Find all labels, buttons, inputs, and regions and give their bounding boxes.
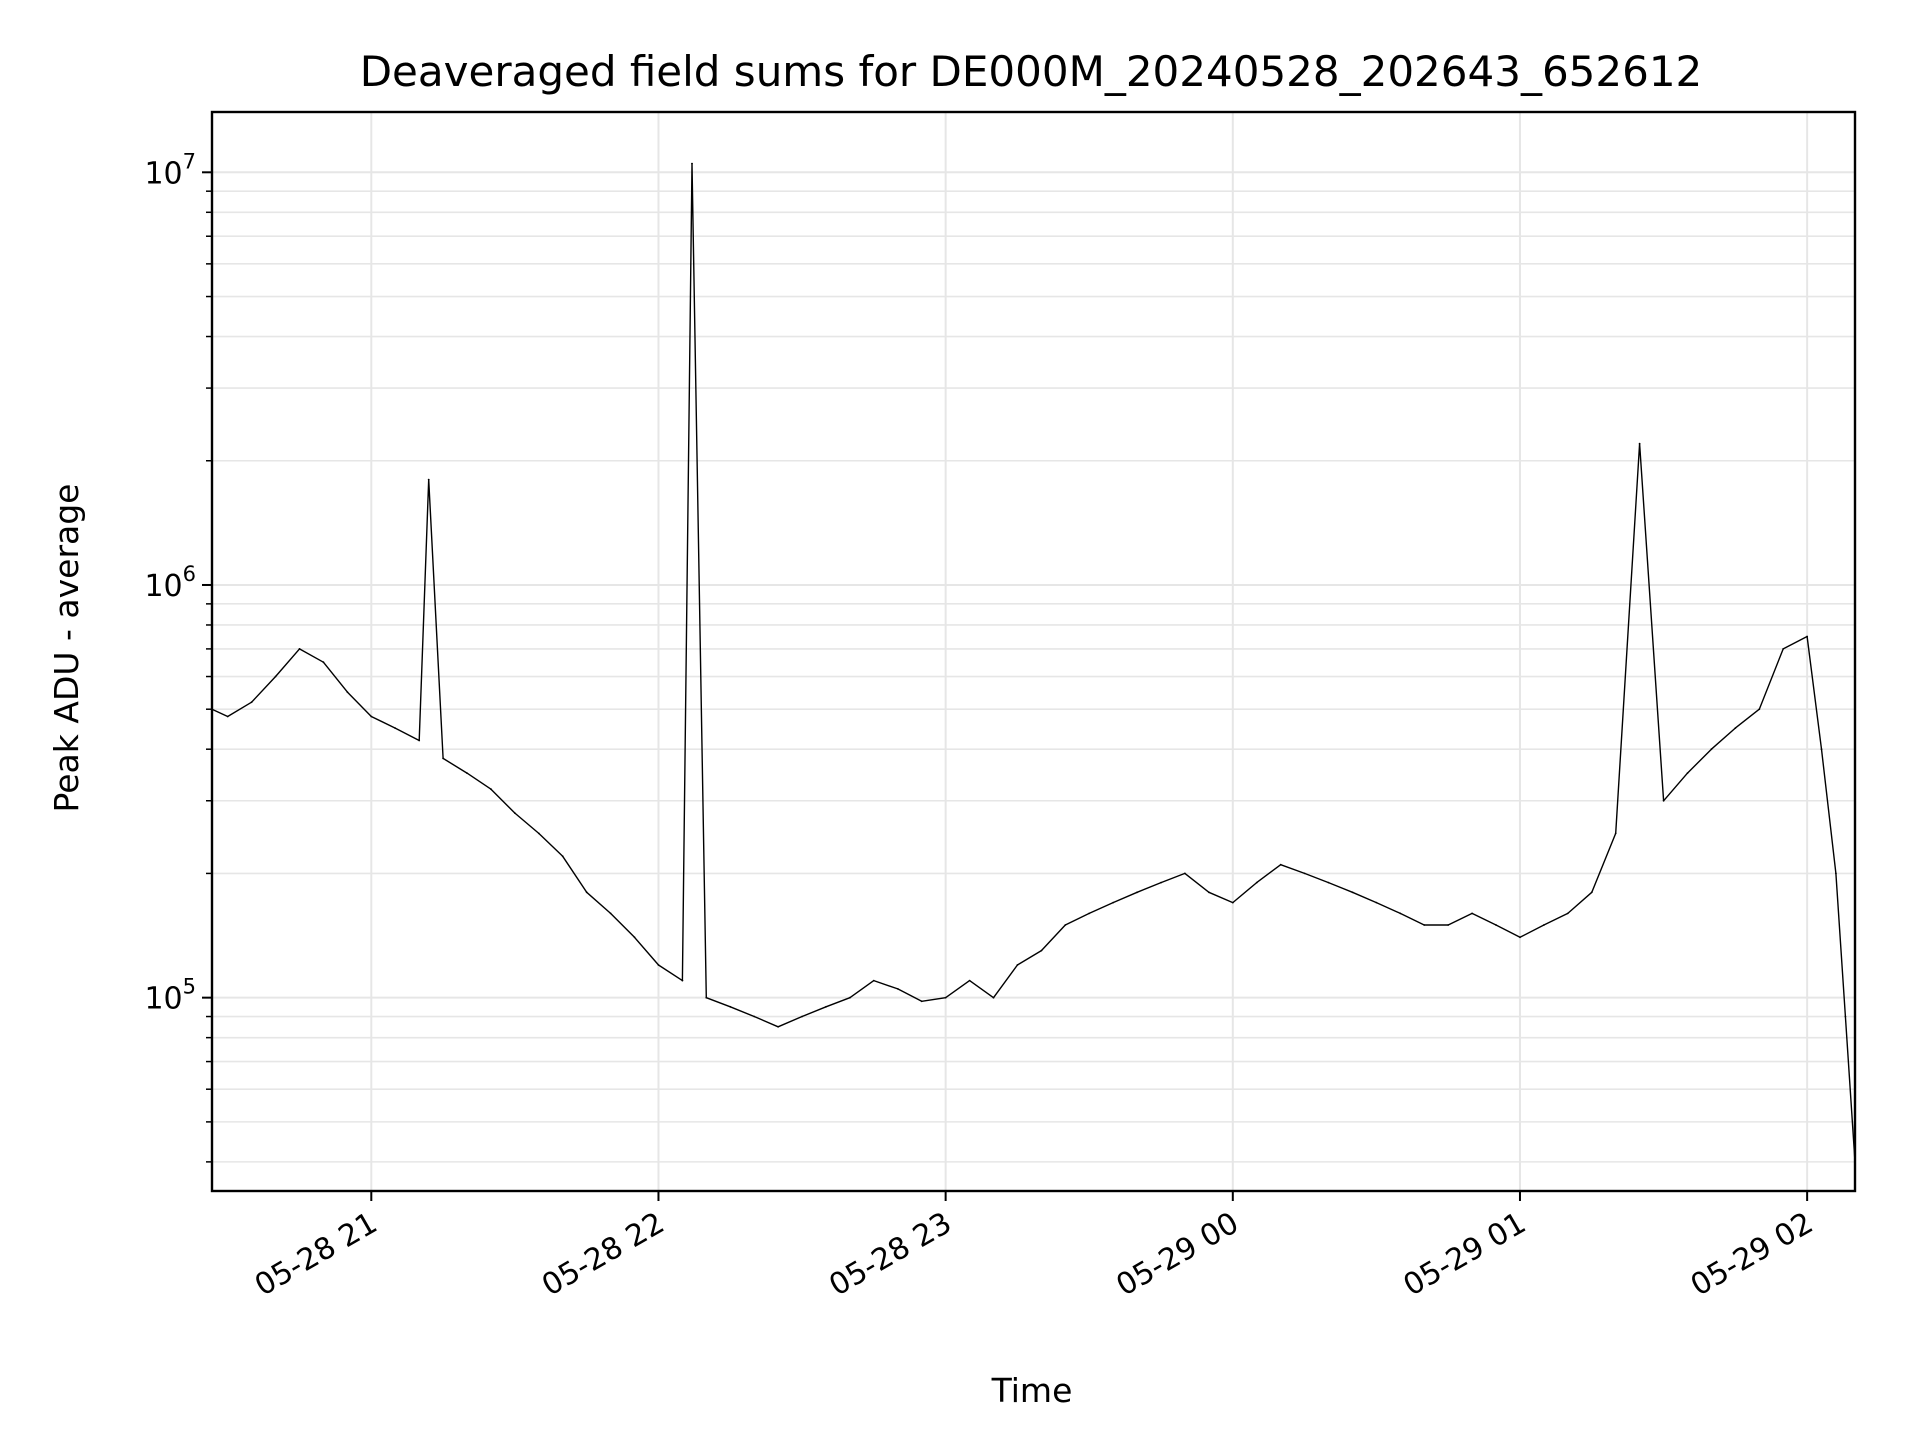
data-point [968,979,971,982]
data-point [872,979,875,982]
data-point [920,1000,923,1003]
data-point [1327,881,1330,884]
data-point [370,715,373,718]
data-point [490,788,492,791]
data-point [1686,772,1689,774]
data-point [681,979,684,982]
data-point [250,701,253,704]
data-point [1471,912,1473,915]
data-point [753,1015,756,1018]
data-point [1375,901,1378,904]
data-point [1255,881,1258,884]
grid [212,112,1855,1191]
y-tick-label: 106 [144,562,196,604]
data-point [1638,442,1641,445]
data-point [801,1015,803,1018]
data-point [849,996,851,999]
y-axis-label: Peak ADU - average [47,484,86,813]
data-point [1806,635,1808,638]
data-point [418,739,421,742]
data-point [825,1005,827,1008]
plot-frame [210,110,1857,1193]
data-point [1758,708,1761,711]
data-point [427,478,430,481]
data-point [561,855,564,858]
data-point [1447,924,1450,926]
data-point [1782,648,1785,650]
y-tick-label: 107 [144,149,196,191]
data-point [298,648,301,650]
data-point [1590,891,1593,894]
data-point [585,891,588,894]
data-point [322,661,325,664]
data-point [466,772,468,774]
data-point [691,162,693,165]
data-point [1566,912,1569,915]
data-point [657,964,660,966]
data-point [1519,936,1521,939]
x-axis-label: Time [991,1371,1073,1410]
data-point [1495,924,1497,926]
data-point [1662,799,1665,802]
data-point [944,996,947,999]
chart-title: Deaveraged field sums for DE000M_2024052… [360,47,1703,96]
data-point [1835,872,1837,875]
data-point [992,996,995,999]
data-point [442,757,444,760]
data-point [1136,891,1138,894]
data-point [1820,748,1823,751]
data-point [1064,924,1067,926]
data-point [1351,891,1354,894]
data-point [1543,924,1545,926]
data-point [1112,901,1114,904]
data-point [226,715,229,718]
series-line [211,162,1856,1162]
data-point [633,936,636,939]
data-point [274,675,277,678]
data-point [514,812,516,814]
data-point [1016,964,1019,966]
data-point [1303,872,1306,875]
data-point [394,727,397,729]
data-point [1734,727,1737,729]
data-point [1184,872,1186,875]
data-point [1040,949,1043,952]
data-point [1208,891,1210,894]
data-point [1423,924,1426,926]
data-point [537,832,540,835]
data-point [1844,1015,1847,1018]
data-point [705,996,708,999]
data-point [609,912,612,915]
y-tick-label: 105 [144,975,196,1017]
data-point [729,1005,732,1008]
data-point [896,988,899,990]
y-axis: 105 106 107 [144,149,212,1163]
data-point [1614,832,1617,835]
data-point [1279,863,1282,866]
data-point [1231,901,1234,904]
data-point [346,691,349,693]
data-point [1399,912,1402,915]
data-point [1160,881,1162,884]
plot-area [211,162,1856,1163]
data-point [1088,912,1091,915]
data-point [1710,748,1713,751]
data-point [777,1025,779,1028]
